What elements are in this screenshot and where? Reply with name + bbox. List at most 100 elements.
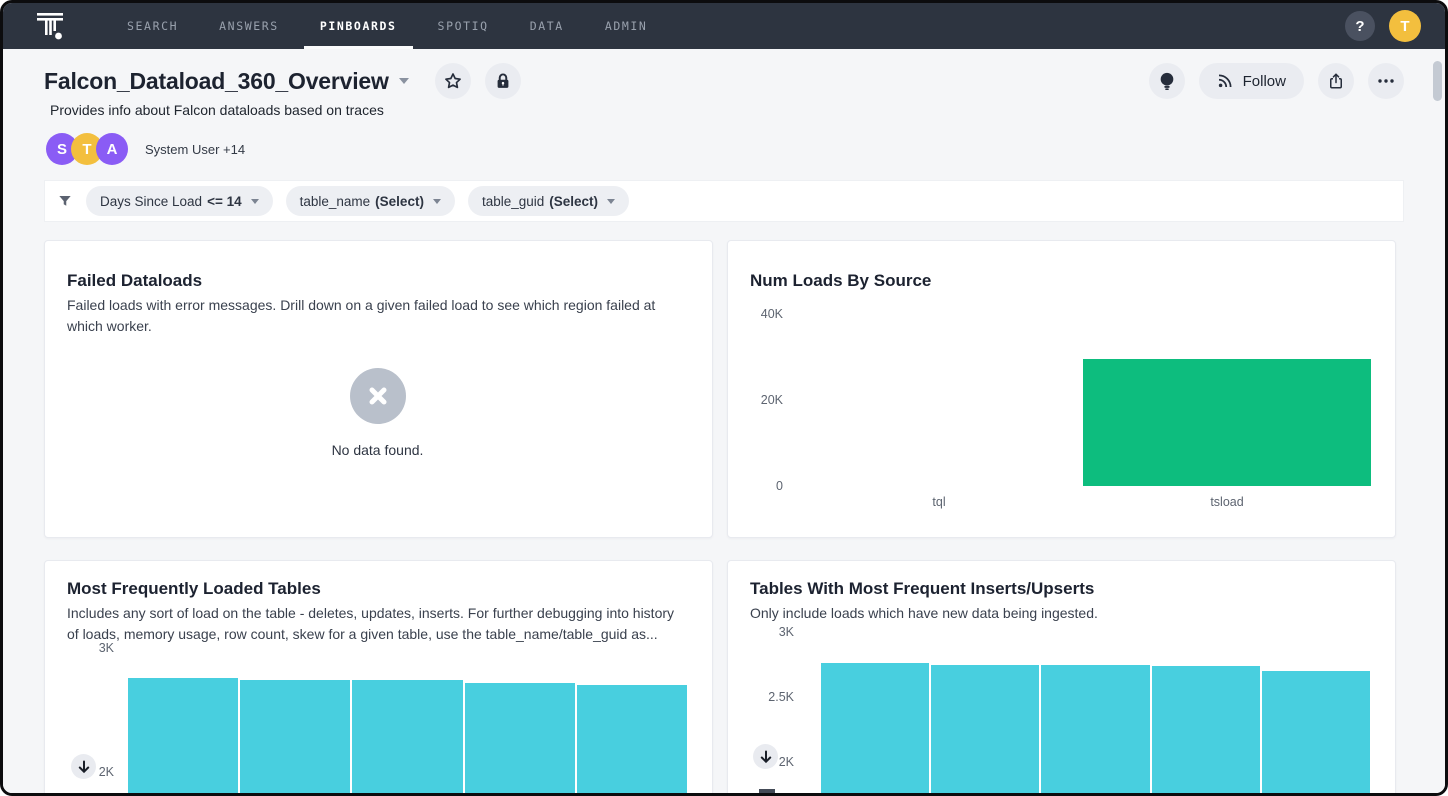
header-actions: Follow — [1148, 63, 1404, 99]
insights-button[interactable] — [1148, 63, 1185, 99]
nav-right-controls: ? T — [1345, 3, 1445, 49]
bar-slot — [795, 314, 1083, 486]
nav-item-search[interactable]: SEARCH — [127, 19, 179, 33]
y-tick-label: 20K — [760, 393, 783, 407]
more-options-button[interactable] — [1368, 63, 1404, 99]
bar-slot — [127, 648, 239, 793]
arrow-down-icon — [760, 750, 771, 763]
y-tick-label: 40K — [760, 307, 783, 321]
bar-slot — [1261, 632, 1371, 793]
star-icon — [444, 73, 461, 89]
arrow-down-icon — [78, 760, 89, 773]
vertical-scrollbar-thumb[interactable] — [1433, 61, 1442, 101]
empty-state: No data found. — [67, 337, 688, 458]
bar-series-2[interactable] — [1041, 664, 1150, 793]
favorite-button[interactable] — [434, 63, 471, 99]
bar-series-1[interactable] — [931, 664, 1040, 793]
lightbulb-icon — [1160, 72, 1173, 90]
chevron-down-icon — [432, 198, 441, 204]
filter-value: <= 14 — [207, 193, 242, 209]
title-dropdown-caret-icon[interactable] — [398, 78, 409, 84]
bar-slot — [464, 648, 576, 793]
x-axis: tql tsload — [795, 495, 1371, 509]
page-title: Falcon_Dataload_360_Overview — [44, 67, 389, 94]
bar-chart-most-frequently-loaded-tables: 3K 2K — [67, 641, 688, 793]
filter-table-guid[interactable]: table_guid (Select) — [467, 186, 630, 216]
owner-avatar-a[interactable]: A — [96, 133, 128, 165]
lock-button[interactable] — [484, 63, 521, 99]
thoughtspot-logo-icon — [37, 13, 63, 40]
y-tick-label: 3K — [778, 625, 794, 639]
card-title: Tables With Most Frequent Inserts/Upsert… — [750, 579, 1095, 598]
nav-item-answers[interactable]: ANSWERS — [219, 19, 279, 33]
bar-slot — [1151, 632, 1261, 793]
top-nav-bar: SEARCH ANSWERS PINBOARDS SPOTIQ DATA ADM… — [3, 3, 1445, 49]
filter-name: table_guid — [481, 193, 545, 209]
bar-series-3[interactable] — [464, 682, 575, 793]
bar-series-0[interactable] — [821, 663, 930, 793]
bar-series-4[interactable] — [576, 685, 688, 793]
filter-name: table_name — [299, 193, 371, 209]
card-failed-dataloads: Failed Dataloads Failed loads with error… — [44, 240, 713, 538]
bar-series-4[interactable] — [1261, 671, 1371, 793]
lock-icon — [497, 73, 509, 88]
y-axis: 3K 2K — [67, 641, 114, 793]
nav-item-spotiq[interactable]: SPOTIQ — [437, 19, 489, 33]
nav-item-pinboards[interactable]: PINBOARDS — [303, 3, 413, 49]
no-data-label: No data found. — [331, 442, 424, 458]
bar-slot — [930, 632, 1040, 793]
plot-area — [795, 314, 1371, 486]
card-description: Includes any sort of load on the table -… — [67, 605, 675, 642]
nav-item-data[interactable]: DATA — [529, 19, 564, 33]
thoughtspot-logo[interactable] — [33, 3, 67, 49]
bar-series-2[interactable] — [352, 680, 463, 793]
bar-series-3[interactable] — [1151, 665, 1260, 793]
card-description: Failed loads with error messages. Drill … — [67, 297, 656, 334]
filter-funnel-icon — [57, 193, 73, 209]
y-tick-label: 2.5K — [768, 690, 794, 704]
y-axis: 40K 20K 0 — [750, 307, 783, 493]
bar-chart-num-loads-by-source: 40K 20K 0 tql tsload — [750, 307, 1371, 509]
bar-slot — [351, 648, 463, 793]
filter-table-name[interactable]: table_name (Select) — [285, 186, 455, 216]
share-button[interactable] — [1318, 63, 1354, 99]
share-icon — [1330, 73, 1342, 89]
primary-nav: SEARCH ANSWERS PINBOARDS SPOTIQ DATA ADM… — [111, 3, 663, 49]
pinboard-page: Falcon_Dataload_360_Overview — [3, 49, 1445, 793]
filter-value: (Select) — [549, 193, 599, 209]
x-axis-label: tsload — [1210, 495, 1244, 509]
bar-chart-tables-most-frequent-inserts-upserts: 3K 2.5K 2K — [750, 625, 1371, 793]
y-tick-label: 2K — [98, 765, 114, 779]
bar-tsload[interactable] — [1083, 359, 1371, 486]
y-tick-label: 2K — [778, 755, 794, 769]
y-tick-label: 0 — [776, 479, 783, 493]
owners-row: S T A System User +14 — [46, 133, 1404, 165]
card-title: Failed Dataloads — [67, 271, 203, 290]
follow-button-label: Follow — [1242, 72, 1286, 90]
card-description: Only include loads which have new data b… — [750, 605, 1098, 621]
scroll-down-button[interactable] — [753, 744, 778, 769]
bar-slot — [239, 648, 351, 793]
card-title: Num Loads By Source — [750, 271, 932, 290]
help-button[interactable]: ? — [1345, 11, 1375, 41]
user-avatar[interactable]: T — [1389, 10, 1421, 42]
chevron-down-icon — [607, 198, 616, 204]
scroll-down-button[interactable] — [71, 754, 96, 779]
x-axis-label: tql — [932, 495, 946, 509]
filter-bar: Days Since Load <= 14 table_name (Select… — [44, 180, 1404, 222]
pinboard-grid: Failed Dataloads Failed loads with error… — [44, 240, 1404, 793]
pinboard-header: Falcon_Dataload_360_Overview — [44, 63, 1404, 99]
partially-hidden-element — [759, 789, 775, 793]
bar-series-0[interactable] — [128, 677, 239, 793]
filter-value: (Select) — [375, 193, 424, 209]
follow-button[interactable]: Follow — [1198, 63, 1304, 99]
more-icon — [1378, 79, 1394, 83]
bar-slot — [576, 648, 688, 793]
card-tables-most-frequent-inserts-upserts: Tables With Most Frequent Inserts/Upsert… — [727, 560, 1396, 793]
nav-item-admin[interactable]: ADMIN — [604, 19, 648, 33]
bar-slot — [1083, 314, 1371, 486]
card-title: Most Frequently Loaded Tables — [67, 579, 321, 598]
bar-series-1[interactable] — [240, 680, 351, 793]
filter-days-since-load[interactable]: Days Since Load <= 14 — [86, 186, 273, 216]
